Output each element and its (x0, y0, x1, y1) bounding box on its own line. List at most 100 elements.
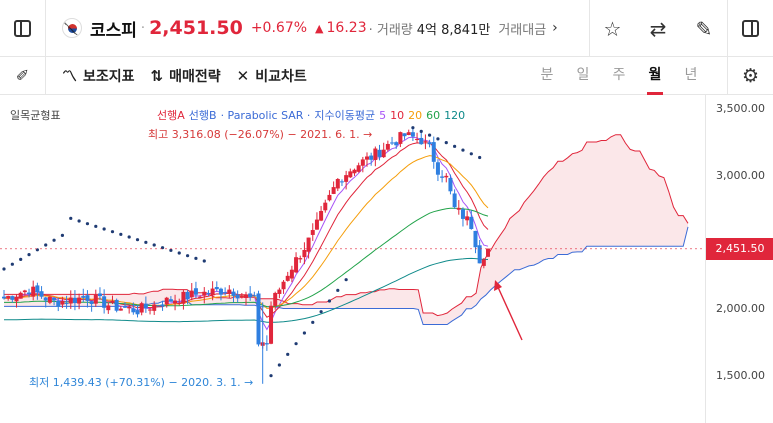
chart-area[interactable]: 일목균형표 선행A 선행B · Parabolic SAR · 지수이동평균 5 10 20… (0, 95, 773, 423)
sar-dot (419, 129, 423, 133)
candle-body (431, 142, 436, 162)
indicator-label: 보조지표 (83, 68, 135, 85)
candle-body (202, 291, 207, 296)
candle-body (68, 297, 73, 304)
chevron-right-icon[interactable]: › (552, 20, 558, 36)
indicator-button[interactable]: 〽 보조지표 (62, 65, 135, 86)
legend-item: 선행B (188, 109, 217, 122)
settings-gear-icon[interactable]: ⚙ (727, 57, 773, 95)
tab-year[interactable]: 년 (684, 67, 698, 83)
candle-body (6, 296, 11, 299)
strategy-button[interactable]: ⇅ 매매전략 (151, 66, 221, 86)
candle-body (227, 289, 232, 294)
candle-body (164, 297, 169, 305)
candle-body (444, 175, 449, 178)
ticker-summary[interactable]: 코스피 · 2,451.50 +0.67% ▲ 16.23 · 거래량 4억 8… (46, 0, 586, 57)
candle-body (102, 296, 107, 308)
ticker-price: 2,451.50 (149, 17, 243, 39)
candle-body (306, 237, 311, 252)
sidebar-toggle-button[interactable] (0, 0, 46, 57)
legend-item: 120 (444, 109, 466, 122)
candle-body (273, 292, 278, 306)
candle-body (148, 309, 153, 311)
candle-body (486, 248, 490, 257)
candle-body (206, 292, 211, 294)
sar-dot (27, 253, 31, 257)
candle-body (481, 259, 486, 266)
candle-body (373, 148, 378, 160)
swap-arrows-icon[interactable]: ⇄ (649, 16, 667, 41)
y-tick-label: 2,000.00 (716, 302, 765, 315)
candle-body (173, 300, 178, 304)
buy-sell-arrows-icon: ⇅ (150, 66, 164, 85)
candle-body (198, 296, 203, 298)
tab-day[interactable]: 일 (576, 67, 590, 83)
candle-body (465, 216, 470, 221)
sar-dot (94, 224, 98, 228)
candle-body (427, 142, 432, 145)
red-arrow-head (494, 280, 502, 291)
amount-label: 거래대금 (498, 22, 547, 38)
legend-item: 선행A (157, 109, 185, 122)
sar-dot (311, 320, 315, 324)
candle-body (106, 305, 111, 311)
legend-item: 지수이동평균 (314, 109, 376, 122)
candle-body (110, 300, 115, 303)
legend-item: 20 (408, 109, 423, 122)
right-panel-toggle-button[interactable] (727, 0, 773, 57)
chart-toolbar: ✐ 〽 보조지표 ⇅ 매매전략 ✕ 비교차트 분 일 주 월 년 ⚙ (0, 56, 773, 95)
tab-minute[interactable]: 분 (540, 67, 554, 83)
candle-body (248, 293, 253, 298)
candle-body (344, 175, 349, 182)
candle-body (235, 294, 240, 299)
candle-body (352, 169, 357, 174)
favorite-star-icon[interactable]: ☆ (589, 0, 635, 57)
candle-body (415, 139, 420, 141)
sar-dot (102, 227, 106, 231)
candle-body (369, 155, 374, 160)
candle-body (10, 296, 15, 300)
legend-item: · Parabolic SAR · (220, 109, 311, 122)
price-chart[interactable] (0, 95, 705, 423)
sar-dot (427, 133, 432, 137)
candle-body (281, 281, 286, 290)
sar-dot (144, 240, 148, 244)
candle-body (43, 297, 48, 301)
legend-item: 5 (379, 109, 387, 122)
sar-dot (127, 235, 131, 239)
candle-body (289, 269, 294, 279)
candle-body (214, 287, 219, 290)
span-a-line (4, 134, 689, 317)
volume-label: · 거래량 (368, 22, 413, 38)
candles (2, 128, 490, 384)
price-axis[interactable]: 3,500.00 3,000.00 2,000.00 1,500.00 2,45… (705, 95, 773, 423)
candle-body (448, 178, 453, 192)
candle-body (168, 299, 173, 302)
candle-body (181, 291, 186, 304)
candle-body (22, 290, 27, 293)
compare-button[interactable]: ✕ 비교차트 (237, 66, 307, 86)
candle-body (139, 303, 144, 313)
sar-dot (202, 259, 206, 263)
candle-body (477, 245, 482, 264)
candle-body (27, 292, 32, 295)
candle-body (77, 297, 82, 304)
edit-icon[interactable]: ✎ (695, 16, 713, 41)
candle-body (185, 291, 190, 300)
candle-body (377, 149, 382, 157)
indicator-legend[interactable]: 선행A 선행B · Parabolic SAR · 지수이동평균 5 10 20 60 120 (157, 107, 469, 123)
y-tick-label: 3,000.00 (716, 168, 765, 182)
sar-dot (119, 232, 123, 236)
drawing-pen-icon[interactable]: ✐ (0, 56, 46, 95)
current-price-tag: 2,451.50 (706, 237, 773, 260)
candle-body (60, 301, 65, 305)
sar-dot (69, 216, 73, 220)
sar-dot (185, 254, 190, 258)
sar-dot (77, 219, 81, 223)
separator-dot: · (140, 20, 146, 36)
candle-body (152, 304, 157, 311)
tab-week[interactable]: 주 (612, 67, 626, 83)
low-annotation: 최저 1,439.43 (+70.31%) − 2020. 3. 1. → (29, 376, 254, 389)
tab-month[interactable]: 월 (637, 57, 673, 95)
candle-body (218, 288, 223, 295)
